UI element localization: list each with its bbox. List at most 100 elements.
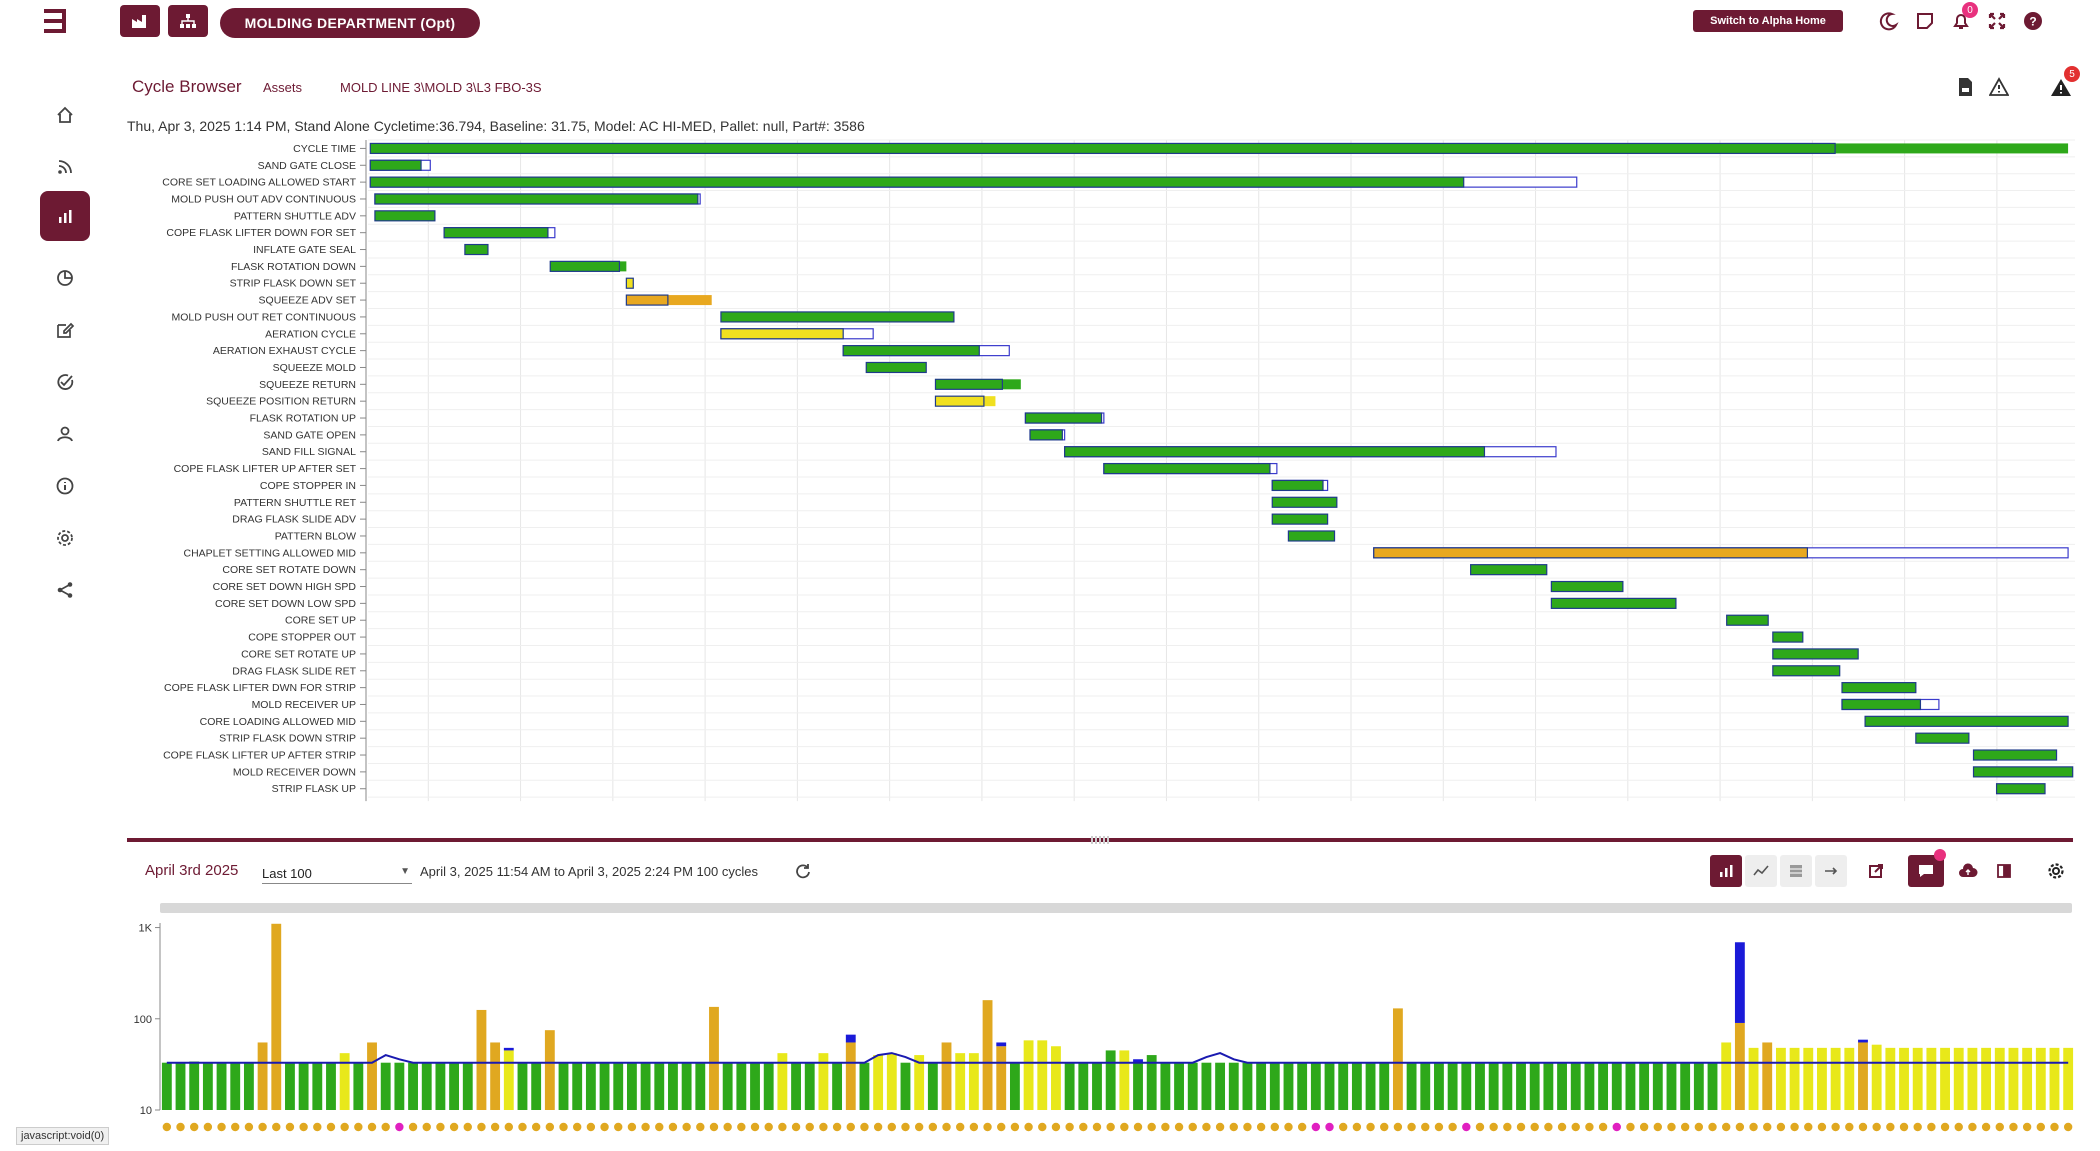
cycle-bar[interactable] xyxy=(1734,1022,1745,1110)
resize-handle[interactable] xyxy=(1085,836,1115,844)
gantt-bar[interactable] xyxy=(374,193,699,205)
chart-scrollbar[interactable] xyxy=(160,903,2072,913)
cycle-dot[interactable] xyxy=(1243,1122,1252,1132)
cycle-dot[interactable] xyxy=(1407,1122,1416,1132)
cycle-dot[interactable] xyxy=(627,1122,637,1132)
gantt-bar[interactable] xyxy=(1841,698,1922,711)
cycle-bar[interactable] xyxy=(1434,1062,1444,1110)
cycle-bar[interactable] xyxy=(640,1062,651,1110)
cycle-bar[interactable] xyxy=(1693,1062,1704,1110)
cycle-bar[interactable] xyxy=(1146,1055,1157,1110)
cycle-bar[interactable] xyxy=(161,1062,172,1110)
cycle-bar[interactable] xyxy=(2063,1047,2074,1110)
cycle-dot[interactable] xyxy=(1831,1122,1840,1132)
cycle-bar[interactable] xyxy=(1392,1008,1403,1110)
gantt-bar[interactable] xyxy=(369,176,1465,188)
cycle-bar[interactable] xyxy=(1256,1062,1267,1110)
cycle-dot[interactable] xyxy=(1503,1122,1512,1132)
asset-path[interactable]: MOLD LINE 3\MOLD 3\L3 FBO-3S xyxy=(340,80,542,95)
cycle-dot[interactable] xyxy=(709,1122,719,1132)
sidebar-item-home[interactable] xyxy=(40,90,90,140)
cycle-bar[interactable] xyxy=(408,1062,418,1110)
cycle-dot[interactable] xyxy=(764,1122,773,1132)
line-view-button[interactable] xyxy=(1745,855,1777,887)
logo-icon[interactable] xyxy=(40,6,72,36)
cycle-dot[interactable] xyxy=(422,1122,431,1132)
cycle-bar[interactable] xyxy=(613,1062,624,1110)
cycle-dot[interactable] xyxy=(2009,1122,2018,1132)
cycle-bar[interactable] xyxy=(900,1062,911,1110)
cycle-bar[interactable] xyxy=(585,1062,596,1110)
gantt-bar[interactable] xyxy=(1841,682,1917,694)
cycle-bar[interactable] xyxy=(804,1062,815,1110)
cycle-bar[interactable] xyxy=(1283,1062,1294,1110)
cycle-bar[interactable] xyxy=(914,1055,925,1110)
cycle-bar[interactable] xyxy=(626,1062,637,1110)
cycle-dot[interactable] xyxy=(1024,1122,1033,1132)
cycle-dot[interactable] xyxy=(1352,1122,1362,1132)
cycle-dot[interactable] xyxy=(449,1122,459,1132)
cycle-bar[interactable] xyxy=(777,1053,788,1110)
cycle-bar[interactable] xyxy=(1461,1062,1472,1110)
department-selector[interactable]: MOLDING DEPARTMENT (Opt) xyxy=(220,8,480,38)
cycle-dot[interactable] xyxy=(1940,1122,1950,1132)
cycle-dot[interactable] xyxy=(1448,1122,1457,1132)
cycle-dot[interactable] xyxy=(1338,1122,1348,1132)
cycle-dot[interactable] xyxy=(1585,1122,1594,1132)
cycle-dot[interactable] xyxy=(531,1122,541,1132)
cycle-dot[interactable] xyxy=(1010,1122,1020,1132)
cycle-dot[interactable] xyxy=(805,1122,814,1132)
cycle-bar[interactable] xyxy=(832,1062,843,1110)
factory-button[interactable] xyxy=(120,5,160,37)
cycle-bar[interactable] xyxy=(695,1062,706,1110)
cycle-dot[interactable] xyxy=(1188,1122,1197,1132)
cycle-dot[interactable] xyxy=(162,1122,172,1132)
cycle-dot[interactable] xyxy=(1913,1122,1922,1132)
cycle-bar[interactable] xyxy=(1940,1047,1950,1110)
cycle-bar[interactable] xyxy=(1584,1062,1595,1110)
cycle-dot[interactable] xyxy=(1366,1122,1375,1132)
cycle-bar[interactable] xyxy=(490,1042,501,1110)
cycle-dot[interactable] xyxy=(750,1122,760,1132)
cycle-dot[interactable] xyxy=(586,1122,596,1132)
cycle-bar[interactable] xyxy=(791,1062,801,1110)
gantt-bar[interactable] xyxy=(1103,462,1271,475)
cycle-dot[interactable] xyxy=(737,1122,746,1132)
cycle-bar[interactable] xyxy=(1912,1047,1923,1110)
cycle-dot[interactable] xyxy=(1092,1122,1102,1132)
cycle-dot[interactable] xyxy=(1612,1122,1621,1132)
cycle-dot[interactable] xyxy=(477,1122,486,1132)
cycle-dot[interactable] xyxy=(1297,1122,1307,1132)
cycle-dot[interactable] xyxy=(1817,1122,1827,1132)
gantt-bar[interactable] xyxy=(374,210,436,222)
cycle-dot[interactable] xyxy=(1489,1122,1498,1132)
cycle-bar[interactable] xyxy=(503,1050,514,1110)
cycle-dot[interactable] xyxy=(832,1122,842,1132)
cycle-bar[interactable] xyxy=(1215,1062,1226,1110)
gantt-bar[interactable] xyxy=(1972,749,2058,761)
cycle-bar[interactable] xyxy=(873,1055,884,1110)
cycle-dot[interactable] xyxy=(791,1122,801,1132)
assets-link[interactable]: Assets xyxy=(263,80,303,95)
gantt-bar[interactable] xyxy=(1029,429,1063,441)
cycle-dot[interactable] xyxy=(408,1122,418,1132)
cycle-dot[interactable] xyxy=(1229,1122,1238,1132)
help-button[interactable]: ? xyxy=(2020,8,2046,34)
cycle-dot[interactable] xyxy=(1311,1122,1321,1132)
cycle-bar[interactable] xyxy=(1365,1062,1376,1110)
cycle-dot[interactable] xyxy=(1626,1122,1635,1132)
cycle-bar[interactable] xyxy=(271,923,282,1110)
cycle-bar[interactable] xyxy=(1351,1062,1362,1110)
cycle-bar[interactable] xyxy=(449,1062,460,1110)
gantt-bar[interactable] xyxy=(1064,446,1486,458)
cycle-bar[interactable] xyxy=(1926,1047,1937,1110)
gantt-bar[interactable] xyxy=(1271,479,1324,492)
cycle-bar[interactable] xyxy=(1885,1047,1896,1110)
notes-button[interactable] xyxy=(1912,8,1938,34)
upload-cloud-button[interactable] xyxy=(1952,855,1984,887)
cycle-bar[interactable] xyxy=(1967,1047,1978,1110)
sidebar-item-tasks[interactable] xyxy=(40,357,90,407)
cycle-bar[interactable] xyxy=(1789,1047,1800,1110)
gantt-bar[interactable] xyxy=(443,227,549,239)
cycle-bar[interactable] xyxy=(1666,1062,1677,1110)
